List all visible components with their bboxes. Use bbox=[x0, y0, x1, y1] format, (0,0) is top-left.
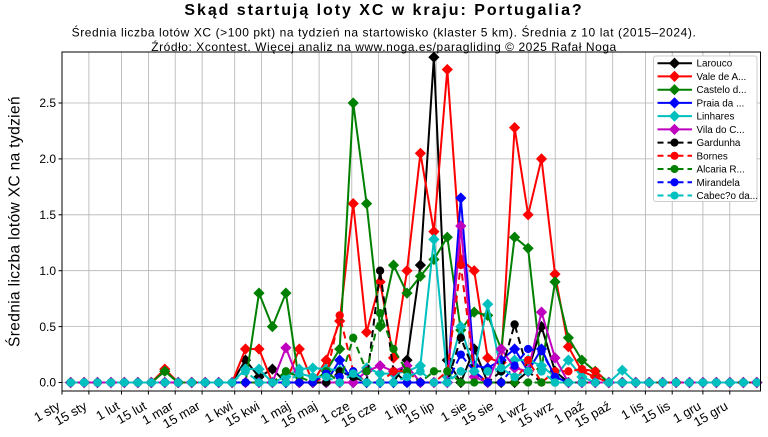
svg-text:0.0: 0.0 bbox=[39, 376, 56, 390]
svg-text:Źródło: Xcontest. Więcej anali: Źródło: Xcontest. Więcej analiz na www.n… bbox=[151, 39, 617, 54]
svg-text:2.5: 2.5 bbox=[39, 96, 56, 110]
svg-text:Alcaria R...: Alcaria R... bbox=[697, 165, 745, 176]
svg-text:Larouco: Larouco bbox=[697, 59, 733, 70]
svg-text:Cabec?o da...: Cabec?o da... bbox=[697, 191, 759, 202]
svg-text:1.5: 1.5 bbox=[39, 208, 56, 222]
svg-text:Praia da ...: Praia da ... bbox=[697, 98, 745, 109]
svg-text:Vale de A...: Vale de A... bbox=[697, 72, 747, 83]
svg-text:Średnia liczba lotów XC na tyd: Średnia liczba lotów XC na tydzień bbox=[6, 96, 24, 347]
svg-text:Vila do C...: Vila do C... bbox=[697, 125, 745, 136]
svg-text:Bornes: Bornes bbox=[697, 151, 728, 162]
svg-text:Castelo d...: Castelo d... bbox=[697, 85, 747, 96]
svg-text:Średnia liczba lotów XC (>100: Średnia liczba lotów XC (>100 pkt) na ty… bbox=[72, 25, 697, 40]
svg-text:2.0: 2.0 bbox=[39, 152, 56, 166]
svg-text:Gardunha: Gardunha bbox=[697, 138, 741, 149]
svg-text:1.0: 1.0 bbox=[39, 264, 56, 278]
svg-text:0.5: 0.5 bbox=[39, 320, 56, 334]
svg-text:Mirandela: Mirandela bbox=[697, 178, 741, 189]
svg-text:Skąd startują loty XC w kraju:: Skąd startują loty XC w kraju: Portugali… bbox=[184, 2, 583, 19]
svg-text:Linhares: Linhares bbox=[697, 112, 735, 123]
